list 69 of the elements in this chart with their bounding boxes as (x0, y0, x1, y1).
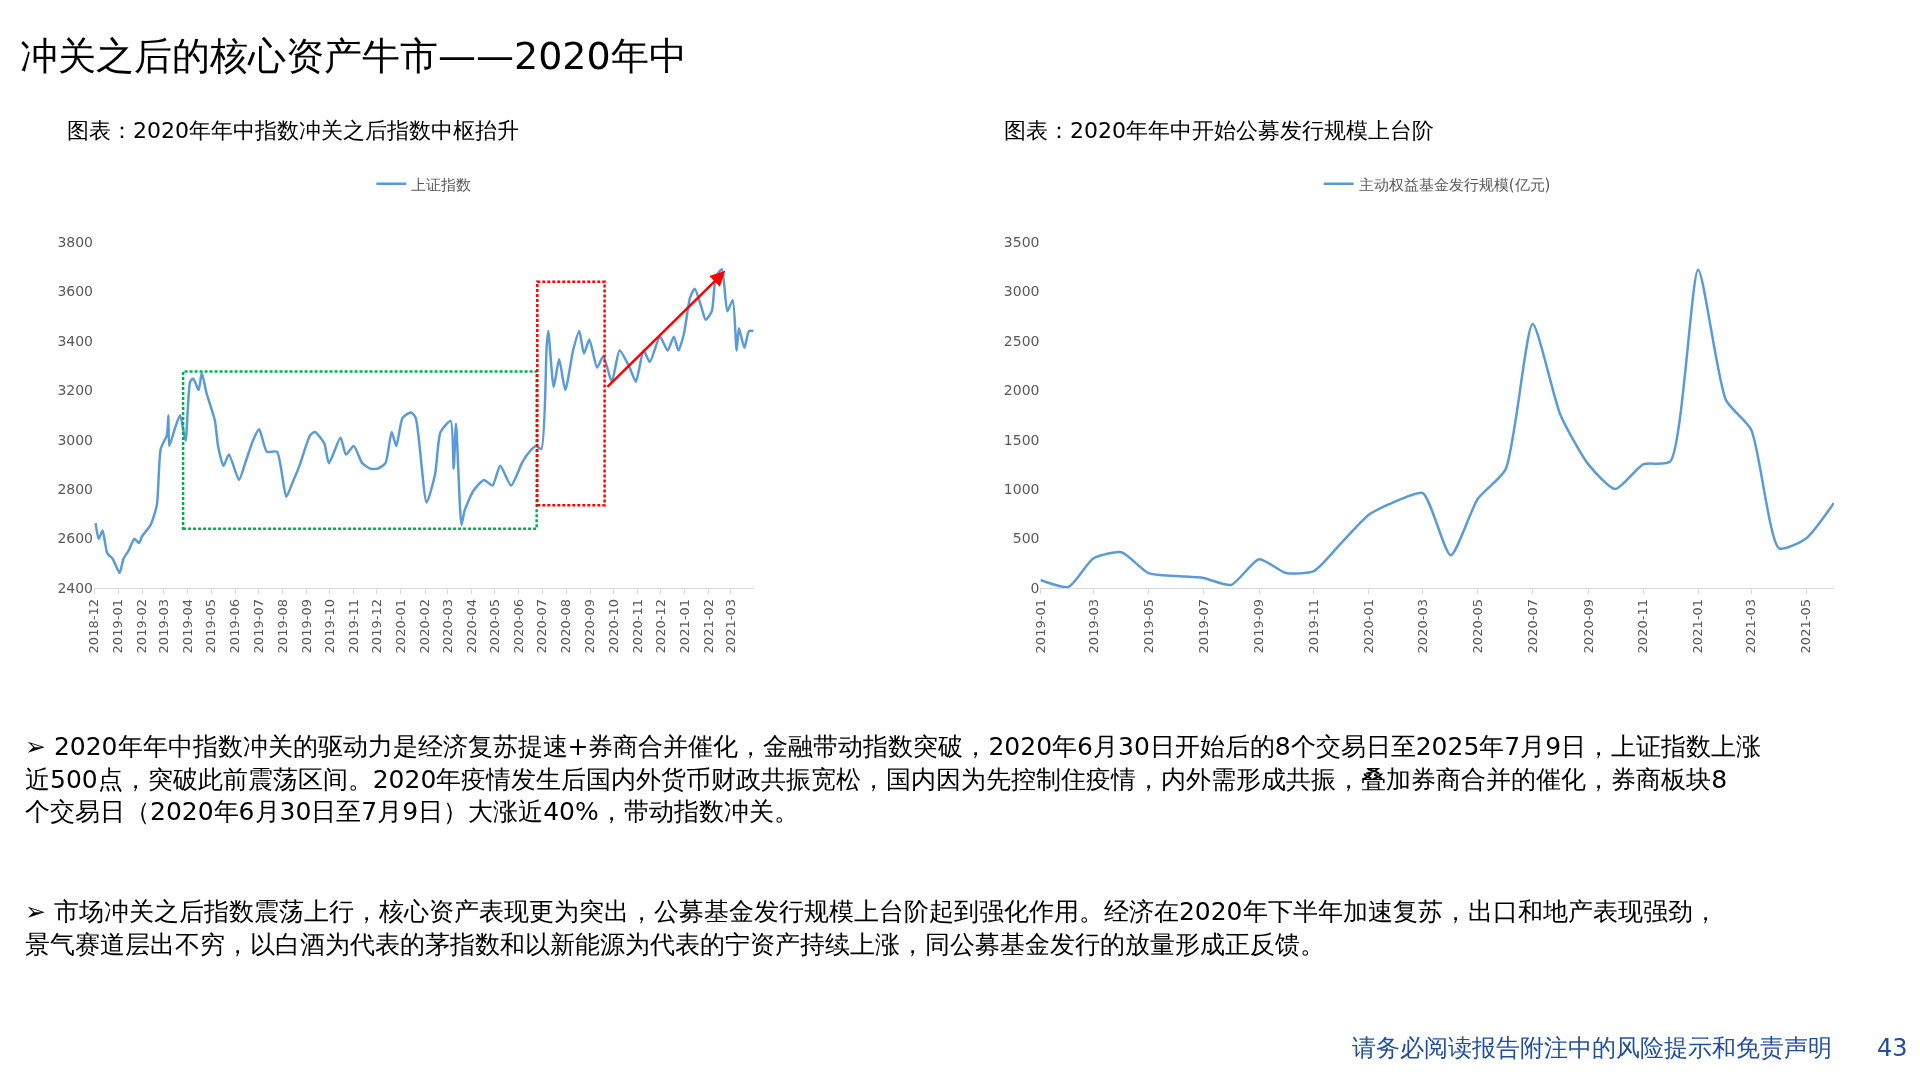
text: ➢ 市场冲关之后指数震荡上行，核心资产表现更为突出，公募基金发行规模上台阶起到强化作用。经济在2020年下半年加速复苏，出口和地产表现强劲，景气赛道层出不穷，以白酒为代表的茅指数和以新能源为代表的宁资产持续上涨，同公募基金发行的放量形成正反馈。 (25, 897, 1718, 959)
x-tick-label: 2020-05 (487, 599, 503, 654)
y-tick-label: 3500 (1003, 233, 1040, 250)
y-tick-label: 1500 (1003, 431, 1040, 448)
x-tick-label: 2019-09 (1251, 599, 1267, 654)
x-tick-label: 2020-02 (417, 599, 433, 654)
x-tick-label: 2019-07 (250, 599, 266, 654)
y-tick-label: 3000 (57, 431, 94, 448)
x-tick-label: 2019-10 (321, 599, 337, 654)
x-tick-label: 2018-12 (86, 599, 102, 654)
x-tick-label: 2020-10 (605, 599, 621, 654)
y-tick-label: 500 (1012, 530, 1040, 547)
y-tick-label: 3600 (57, 283, 94, 300)
x-tick-label: 2021-03 (722, 599, 738, 654)
x-tick-label: 2021-02 (700, 599, 716, 654)
x-tick-label: 2021-03 (1743, 599, 1759, 654)
line-series (94, 268, 754, 575)
y-tick-label: 2000 (1003, 382, 1040, 399)
x-tick-label: 2019-07 (1195, 599, 1211, 654)
x-tick-label: 2020-03 (439, 599, 455, 654)
x-tick-label: 2021-01 (676, 599, 692, 654)
y-tick-label: 2500 (1003, 332, 1040, 349)
chart-title: 图表：2020年年中开始公募发行规模上台阶 (1004, 118, 1434, 143)
x-tick-label: 2020-01 (1361, 599, 1377, 654)
x-tick-label: 2020-08 (558, 599, 574, 654)
x-tick-label: 2019-03 (156, 599, 172, 654)
x-tick-label: 2019-01 (110, 599, 126, 654)
x-tick-label: 2020-12 (652, 599, 668, 654)
x-tick-label: 2020-09 (582, 599, 598, 654)
y-tick-label: 2600 (57, 530, 94, 547)
y-tick-label: 2400 (57, 579, 94, 596)
x-tick-label: 2019-03 (1085, 599, 1101, 654)
x-tick-label: 2021-01 (1690, 599, 1706, 654)
x-tick-label: 2020-11 (629, 599, 645, 654)
y-tick-label: 3800 (57, 233, 94, 250)
y-tick-label: 3200 (57, 382, 94, 399)
x-tick-label: 2019-09 (298, 599, 314, 654)
x-tick-label: 2020-07 (534, 599, 550, 654)
y-tick-label: 3400 (57, 332, 94, 349)
text: 请务必阅读报告附注中的风险提示和免责声明 (1352, 1034, 1832, 1062)
x-tick-label: 2019-06 (227, 599, 243, 654)
x-tick-label: 2019-02 (134, 599, 150, 654)
y-tick-label: 2800 (57, 480, 94, 497)
x-tick-label: 2020-01 (393, 599, 409, 654)
x-tick-label: 2020-06 (511, 599, 527, 654)
x-tick-label: 2020-03 (1415, 599, 1431, 654)
text: 冲关之后的核心资产牛市——2020年中 (20, 34, 687, 78)
x-tick-label: 2020-07 (1524, 599, 1540, 654)
chart-title: 图表：2020年年中指数冲关之后指数中枢抬升 (67, 118, 519, 143)
x-tick-label: 2019-01 (1032, 599, 1048, 654)
x-tick-label: 2020-09 (1580, 599, 1596, 654)
x-tick-label: 2020-05 (1469, 599, 1485, 654)
legend-label: 主动权益基金发行规模(亿元) (1358, 175, 1551, 194)
x-tick-label: 2019-08 (274, 599, 290, 654)
legend-label: 上证指数 (411, 175, 472, 194)
y-tick-label: 3000 (1003, 283, 1040, 300)
x-tick-label: 2019-11 (1306, 599, 1322, 654)
x-tick-label: 2019-04 (180, 599, 196, 654)
text: ➢ 2020年年中指数冲关的驱动力是经济复苏提速+券商合并催化，金融带动指数突破，2020年6月30日开始后的8个交易日至2025年7月9日，上证指数上涨近500点，突破此前震荡区间。2020年疫情发生后国内外货币财政共振宽松，国内因为先控制住疫情，内外需形成共振，叠加券商合并的催化，券商板块8个交易日（2020年6月30日至7月9日）大涨近40%，带动指数冲关。 (25, 732, 1762, 826)
x-tick-label: 2020-04 (463, 599, 479, 654)
x-tick-label: 2019-05 (203, 599, 219, 654)
x-tick-label: 2021-05 (1798, 599, 1814, 654)
y-tick-label: 1000 (1003, 480, 1040, 497)
y-tick-label: 0 (1030, 579, 1040, 596)
x-tick-label: 2019-05 (1140, 599, 1156, 654)
x-tick-label: 2019-11 (345, 599, 361, 654)
x-tick-label: 2019-12 (369, 599, 385, 654)
x-tick-label: 2020-11 (1635, 599, 1651, 654)
text: 43 (1877, 1034, 1908, 1062)
